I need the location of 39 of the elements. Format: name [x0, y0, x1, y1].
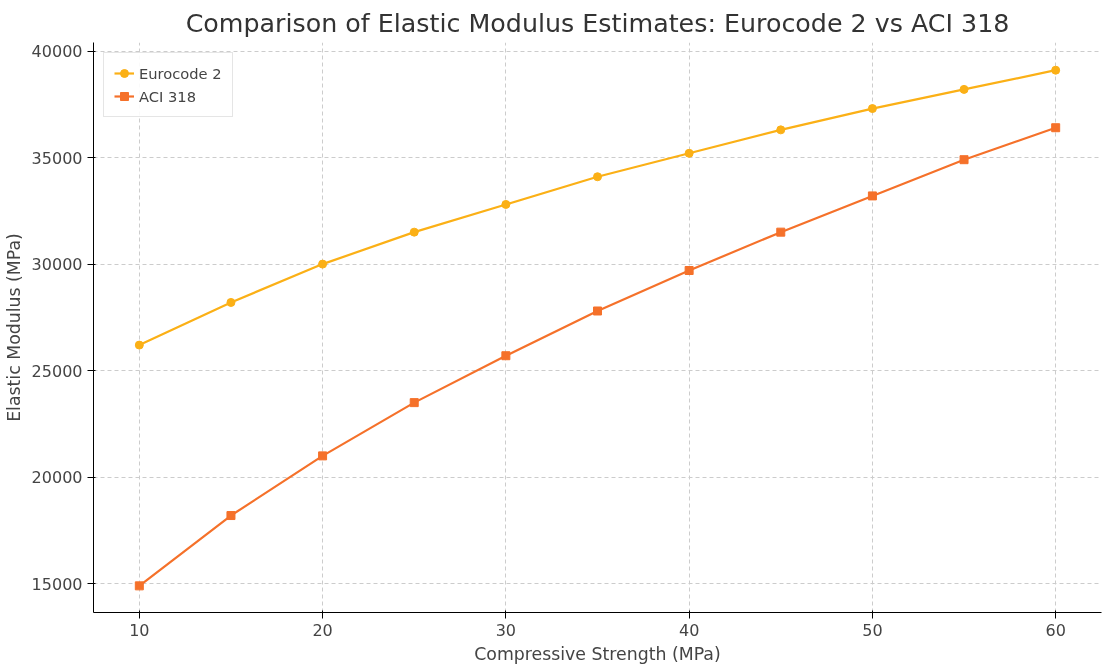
point: [501, 351, 511, 361]
point: [867, 191, 877, 201]
x-tick-label: 50: [862, 620, 883, 640]
point: [776, 125, 786, 135]
x-tick-label: 60: [1045, 620, 1066, 640]
x-tick-label: 40: [678, 620, 700, 640]
point: [1051, 65, 1061, 75]
point: [867, 104, 877, 114]
x-axis-title: Compressive Strength (MPa): [474, 643, 721, 664]
point: [318, 259, 328, 269]
y-tick-label: 20000: [31, 468, 83, 488]
point: [684, 148, 694, 158]
x-tick-label: 30: [495, 620, 517, 640]
point: [134, 340, 144, 350]
point: [959, 84, 969, 94]
y-tick-label: 35000: [31, 148, 83, 168]
point: [1051, 123, 1061, 133]
y-tick-label: 25000: [31, 361, 83, 381]
point: [226, 511, 236, 521]
point: [409, 398, 419, 408]
point: [134, 581, 144, 591]
point: [776, 227, 786, 237]
point: [684, 266, 694, 275]
chart-title: Comparison of Elastic Modulus Estimates: Eurocode 2 vs ACI 318: [185, 7, 1010, 38]
point: [501, 199, 511, 209]
point: [226, 297, 236, 307]
point: [318, 451, 328, 461]
y-tick-label: 30000: [31, 255, 83, 275]
y-tick-label: 40000: [31, 42, 83, 62]
point: [959, 155, 969, 165]
point: [593, 172, 602, 182]
x-tick-label: 20: [312, 620, 333, 640]
y-tick-label: 15000: [31, 574, 83, 594]
point: [409, 227, 419, 237]
point: [593, 306, 602, 316]
y-axis-title: Elastic Modulus (MPa): [3, 233, 24, 422]
legend-label: ACI 318: [139, 87, 196, 105]
x-tick-label: 10: [129, 620, 150, 640]
legend-label: Eurocode 2: [139, 64, 222, 82]
